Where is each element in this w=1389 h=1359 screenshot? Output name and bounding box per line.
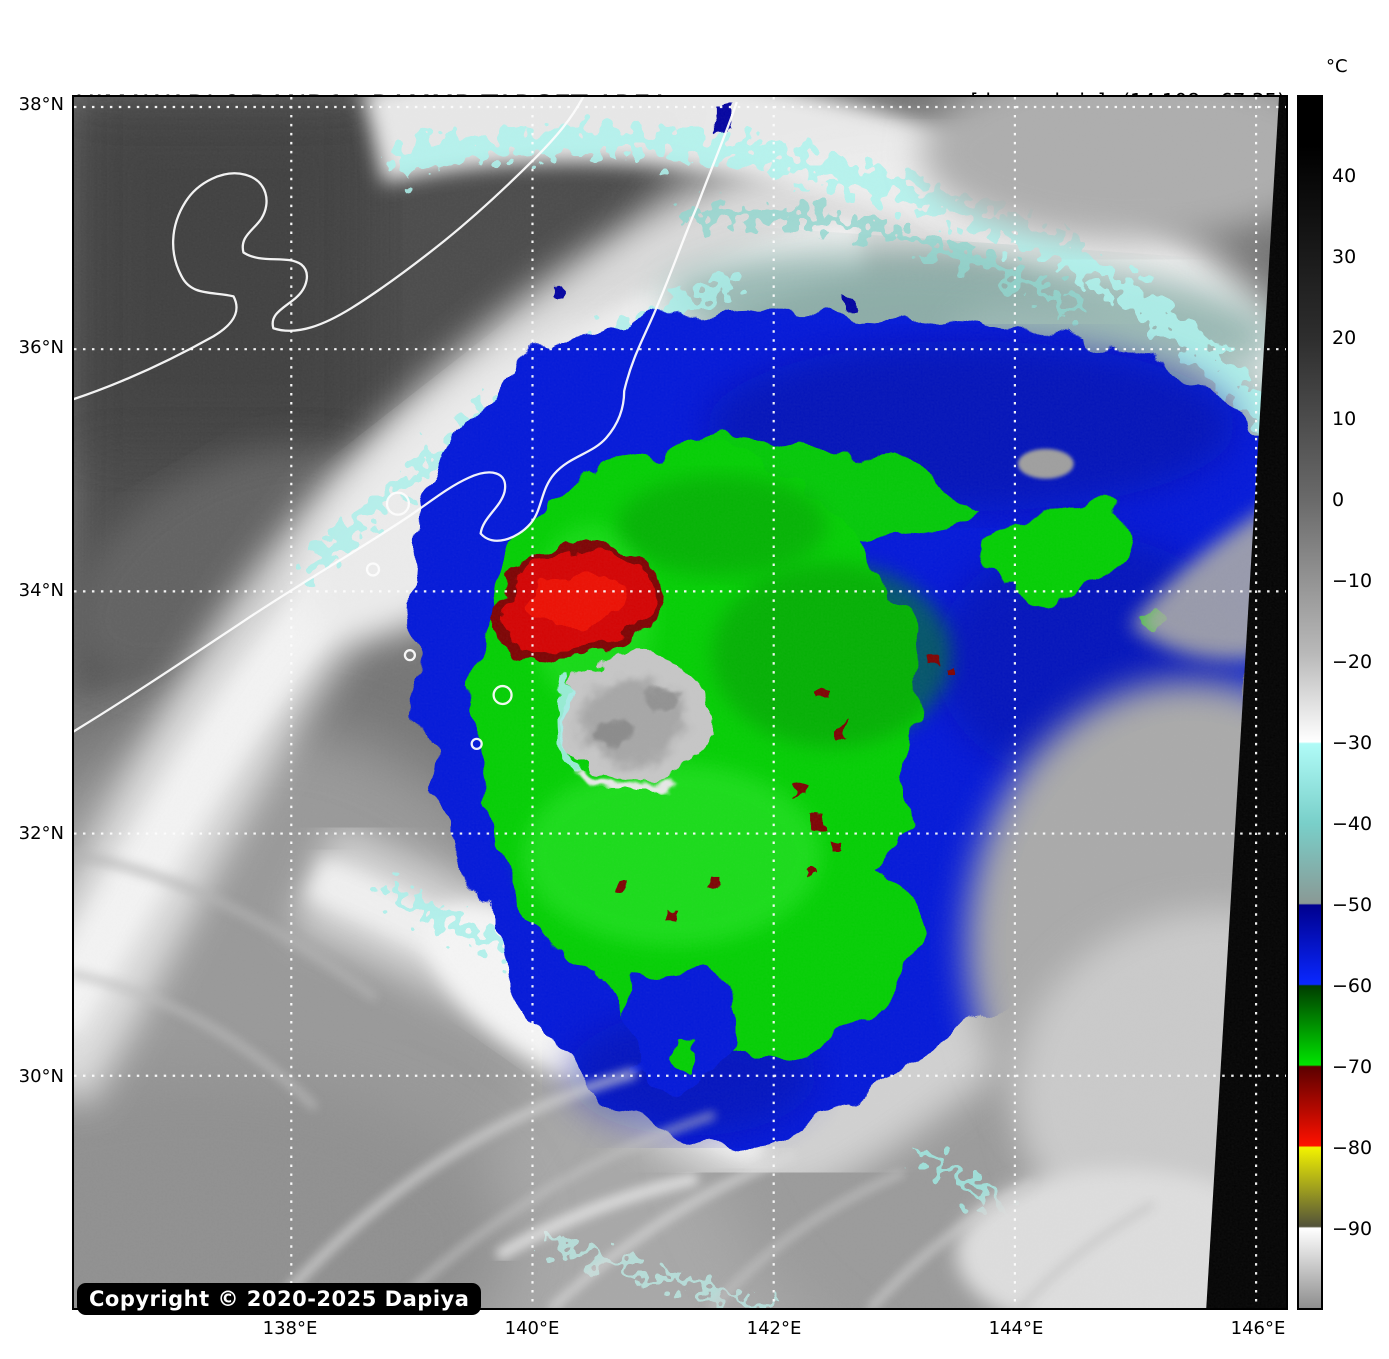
cb-tick-m40: −40: [1332, 813, 1373, 835]
lat-label-30n: 30°N: [18, 1066, 64, 1087]
satellite-scene: [74, 97, 1286, 1308]
cb-tick-10: 10: [1332, 408, 1357, 430]
colorbar-unit-label: °C: [1326, 56, 1348, 77]
lon-label-142e: 142°E: [746, 1318, 802, 1339]
cb-tick-m90: −90: [1332, 1218, 1373, 1240]
cb-tick-m20: −20: [1332, 651, 1373, 673]
lat-label-32n: 32°N: [18, 823, 64, 844]
satellite-image-panel: [72, 95, 1288, 1310]
lat-label-38n: 38°N: [18, 94, 64, 115]
lat-label-34n: 34°N: [18, 580, 64, 601]
cb-tick-m30: −30: [1332, 732, 1373, 754]
cb-tick-m70: −70: [1332, 1056, 1373, 1078]
lat-label-36n: 36°N: [18, 337, 64, 358]
grain-overlay: [74, 97, 1286, 1308]
cb-tick-m10: −10: [1332, 570, 1373, 592]
cb-tick-0: 0: [1332, 489, 1345, 511]
cb-tick-m60: −60: [1332, 975, 1373, 997]
cb-tick-30: 30: [1332, 246, 1357, 268]
lon-label-146e: 146°E: [1230, 1318, 1286, 1339]
copyright-badge: Copyright © 2020-2025 Dapiya: [77, 1283, 482, 1315]
cb-tick-m80: −80: [1332, 1137, 1373, 1159]
lon-label-138e: 138°E: [262, 1318, 318, 1339]
lon-label-140e: 140°E: [504, 1318, 560, 1339]
cb-tick-20: 20: [1332, 327, 1357, 349]
cb-tick-m50: −50: [1332, 894, 1373, 916]
temperature-colorbar: [1297, 95, 1323, 1310]
lon-label-144e: 144°E: [988, 1318, 1044, 1339]
cb-tick-40: 40: [1332, 165, 1357, 187]
